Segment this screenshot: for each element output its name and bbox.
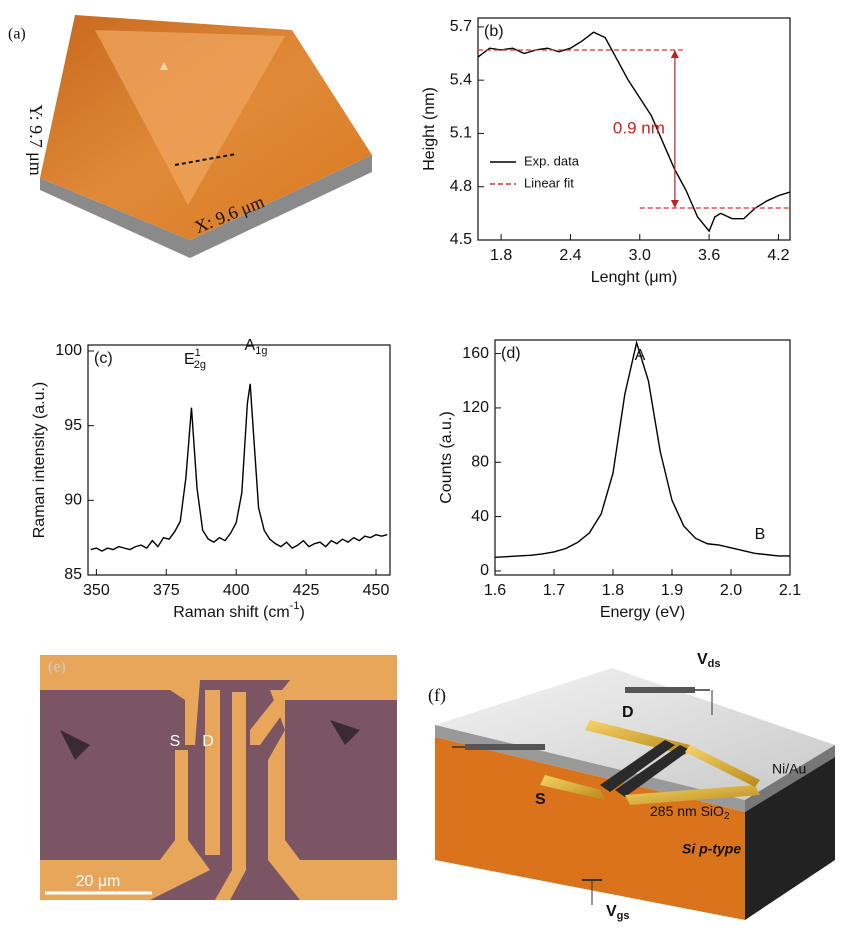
x-tick-label: 2.0 — [720, 582, 742, 599]
y-size: Y: 9.7 μm — [26, 104, 46, 176]
drain-label: D — [622, 704, 634, 721]
y-tick-label: 90 — [64, 492, 82, 509]
x-tick-label: 350 — [83, 582, 110, 599]
data-line — [495, 343, 790, 558]
panel-label: (c) — [94, 350, 113, 367]
panel-label: (b) — [484, 23, 504, 40]
x-tick-label: 2.1 — [779, 582, 801, 599]
vgs-label: Vgs — [606, 903, 630, 922]
drain-label: D — [202, 733, 214, 750]
device-schematic — [435, 668, 835, 920]
x-tick-label: 375 — [153, 582, 180, 599]
x-tick-label: 450 — [363, 582, 390, 599]
panel-label: (e) — [48, 659, 66, 676]
x-tick-label: 3.6 — [698, 247, 720, 264]
metal-label: Ni/Au — [772, 761, 806, 777]
panel-label: (f) — [428, 685, 446, 706]
x-tick-label: 4.2 — [767, 247, 789, 264]
panel-label: (a) — [8, 26, 26, 43]
micrograph — [40, 655, 397, 900]
y-tick-label: 100 — [55, 342, 82, 359]
x-axis-label-sup: -1 — [290, 600, 300, 612]
annotation: 0.9 nm — [613, 118, 665, 137]
oxide-main: 285 nm SiO — [650, 803, 724, 819]
y-tick-label: 95 — [64, 417, 82, 434]
figure: (a) Y: 9.7 μm X: 9.6 μm (e) S D 20 μm — [0, 0, 841, 930]
y-axis-label: Height (nm) — [421, 87, 438, 171]
legend-label: Exp. data — [524, 153, 580, 168]
x-tick-label: 1.9 — [661, 582, 683, 599]
scale-bar-label: 20 μm — [76, 873, 121, 890]
peak-label-sub: 2g — [194, 359, 206, 371]
x-axis-label-main: Raman shift (cm — [173, 604, 289, 621]
legend-label: Linear fit — [524, 175, 574, 190]
oxide-sub: 2 — [724, 811, 730, 822]
y-tick-label: 80 — [471, 453, 489, 470]
y-tick-label: 4.8 — [450, 178, 472, 195]
x-tick-label: 1.8 — [490, 247, 512, 264]
x-tick-label: 1.8 — [602, 582, 624, 599]
x-tick-label: 3.0 — [629, 247, 651, 264]
y-tick-label: 160 — [462, 345, 489, 362]
source-label: S — [535, 791, 546, 808]
y-tick-label: 5.7 — [450, 18, 472, 35]
vgs-sub: gs — [617, 910, 630, 922]
peak-label: B — [755, 526, 766, 543]
peak-label-main: B — [755, 526, 766, 543]
peak-label: A — [635, 347, 646, 364]
x-axis-label: Energy (eV) — [600, 604, 685, 621]
source-label: S — [170, 733, 181, 750]
page: { "panels": { "a": {"label": "(a)", "x_s… — [0, 0, 841, 930]
y-tick-label: 5.1 — [450, 125, 472, 142]
x-axis-label-tail: ) — [299, 604, 304, 621]
substrate-label: Si p-type — [682, 841, 741, 857]
vds-main: V — [697, 651, 708, 668]
y-tick-label: 40 — [471, 508, 489, 525]
panel-label: (d) — [501, 345, 521, 362]
vds-label: Vds — [697, 651, 721, 670]
y-tick-label: 0 — [480, 562, 489, 579]
peak-label-main: A — [635, 347, 646, 364]
peak-label-sub: 1g — [255, 345, 267, 357]
x-axis-label: Lenght (μm) — [591, 269, 678, 286]
vgs-main: V — [606, 903, 617, 920]
plot-frame — [495, 340, 790, 575]
x-tick-label: 1.6 — [484, 582, 506, 599]
peak-label: A1g — [245, 337, 268, 357]
y-tick-label: 120 — [462, 399, 489, 416]
peak-label-sup: 1 — [195, 347, 201, 359]
y-tick-label: 85 — [64, 566, 82, 583]
data-line — [91, 384, 387, 551]
x-axis-label: Raman shift (cm-1) — [173, 600, 305, 621]
x-tick-label: 1.7 — [543, 582, 565, 599]
x-tick-label: 400 — [223, 582, 250, 599]
y-tick-label: 4.5 — [450, 231, 472, 248]
y-axis-label: Counts (a.u.) — [438, 411, 455, 503]
y-axis-label: Raman intensity (a.u.) — [31, 382, 48, 539]
peak-label-main: A — [245, 337, 256, 354]
x-tick-label: 2.4 — [559, 247, 581, 264]
vds-sub: ds — [708, 658, 721, 670]
y-tick-label: 5.4 — [450, 71, 472, 88]
x-tick-label: 425 — [293, 582, 320, 599]
